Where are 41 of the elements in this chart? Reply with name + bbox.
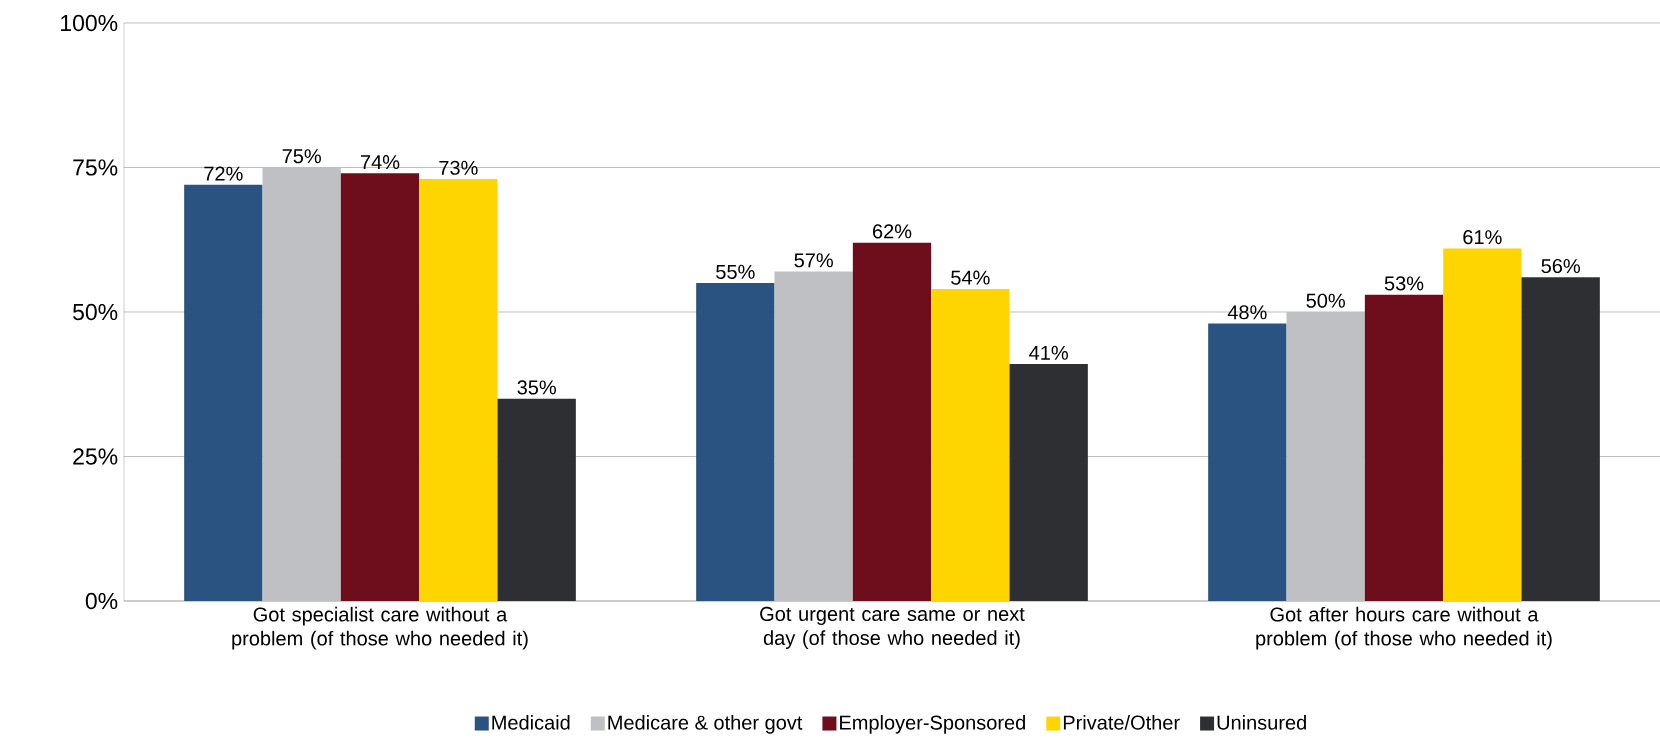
legend-label: Medicare & other govt (608, 715, 803, 734)
x-tick-label: Got after hours care without a problem (of those who needed it) (1256, 606, 1552, 650)
data-label: 35% (517, 380, 556, 395)
y-tick-label: 0% (85, 592, 118, 610)
y-tick-label: 75% (73, 159, 118, 176)
bar (184, 184, 263, 601)
legend-label: Medicaid (492, 715, 570, 730)
data-label: 75% (282, 149, 321, 164)
bar (1364, 294, 1444, 601)
data-label: 61% (1463, 230, 1502, 245)
bar (1443, 248, 1522, 601)
bar (497, 398, 576, 601)
y-tick-label: 25% (73, 448, 118, 465)
x-tick-label: Got specialist care without a problem (of those who needed it) (232, 606, 528, 650)
data-label: 41% (1029, 345, 1068, 360)
data-label: 55% (716, 264, 755, 279)
bar (340, 173, 420, 601)
y-tick-label: 50% (73, 303, 118, 321)
bar (696, 283, 775, 601)
y-tick-label: 100% (61, 14, 118, 32)
bar (852, 242, 932, 601)
bar (774, 271, 853, 601)
data-label: 53% (1384, 276, 1424, 291)
bar (1009, 364, 1088, 601)
bar (1208, 323, 1287, 601)
data-label: 54% (951, 270, 990, 285)
data-label: 62% (873, 224, 912, 239)
x-tick-label: Got urgent care same or next day (of those who needed it) (760, 606, 1025, 649)
legend-label: Uninsured (1217, 715, 1306, 730)
data-label: 50% (1306, 293, 1345, 308)
legend-label: Employer-Sponsored (840, 715, 1025, 734)
bar (1521, 277, 1600, 601)
data-label: 57% (794, 253, 833, 268)
data-label: 73% (439, 160, 478, 175)
data-label: 48% (1227, 305, 1267, 320)
data-label: 56% (1541, 258, 1580, 274)
legend-label: Private/Other (1063, 715, 1180, 730)
bar (931, 288, 1010, 601)
data-label: 74% (361, 155, 400, 170)
bar (419, 179, 498, 601)
data-label: 72% (204, 166, 243, 181)
